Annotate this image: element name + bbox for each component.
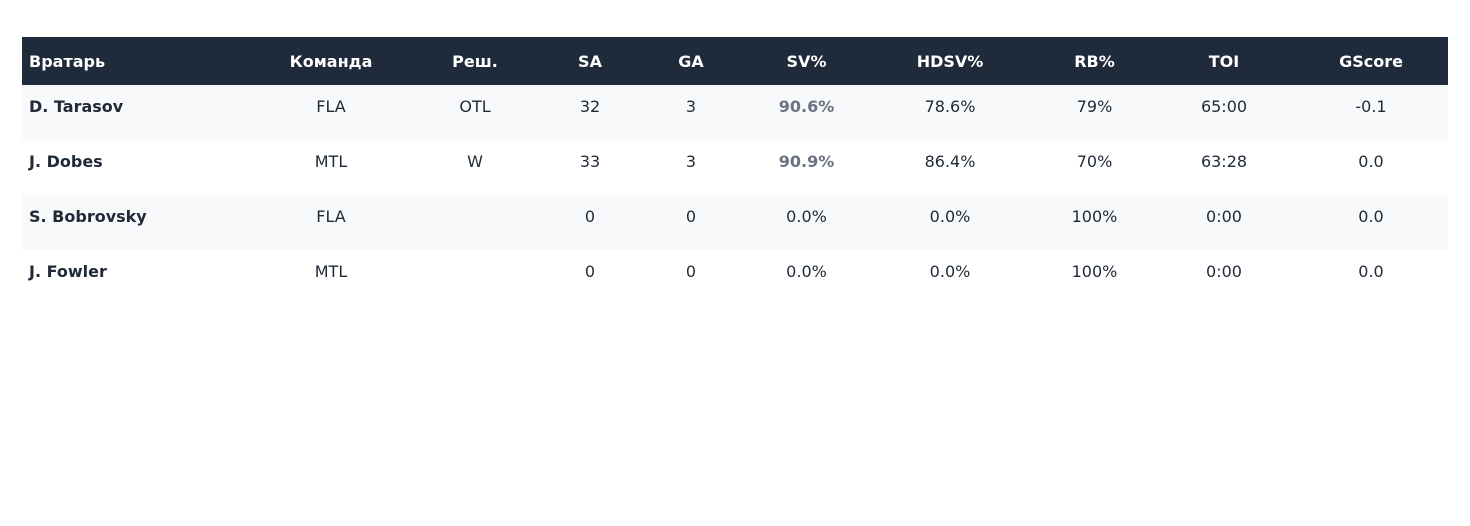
cell-ga: 3 (685, 97, 697, 116)
table-row: J. Fowler MTL 0 0 0.0% 0.0% 100% 0:00 0.… (22, 250, 1448, 305)
cell-gscore: 0.0 (1358, 207, 1384, 226)
cell-decision (404, 195, 546, 250)
cell-ga: 0 (685, 207, 697, 226)
cell-team: MTL (314, 262, 348, 281)
header-ga[interactable]: GA (678, 51, 704, 71)
cell-sv-pct: 90.6% (778, 97, 835, 116)
cell-decision: OTL (459, 97, 491, 116)
cell-goalie: D. Tarasov (29, 97, 124, 116)
header-goalie[interactable]: Вратарь (29, 51, 106, 71)
cell-decision (404, 250, 546, 305)
cell-gscore: 0.0 (1358, 152, 1384, 171)
cell-hdsv-pct: 86.4% (924, 152, 976, 171)
cell-ga: 0 (685, 262, 697, 281)
cell-sv-pct: 0.0% (786, 262, 827, 281)
header-sa[interactable]: SA (578, 51, 602, 71)
header-rb-pct[interactable]: RB% (1074, 51, 1115, 71)
cell-sa: 33 (579, 152, 601, 171)
goalie-stats-table: Вратарь Команда Реш. SA GA SV% HDSV% RB%… (22, 37, 1448, 305)
cell-toi: 63:28 (1200, 152, 1248, 171)
cell-rb-pct: 100% (1071, 262, 1118, 281)
goalie-stats-table-container: Вратарь Команда Реш. SA GA SV% HDSV% RB%… (22, 37, 1448, 305)
cell-goalie: J. Dobes (29, 152, 103, 171)
cell-rb-pct: 100% (1071, 207, 1118, 226)
cell-toi: 65:00 (1200, 97, 1248, 116)
header-team[interactable]: Команда (289, 51, 373, 71)
cell-decision: W (467, 152, 483, 171)
header-gscore[interactable]: GScore (1339, 51, 1403, 71)
cell-toi: 0:00 (1206, 207, 1242, 226)
cell-team: MTL (314, 152, 348, 171)
header-decision[interactable]: Реш. (452, 51, 498, 71)
cell-gscore: -0.1 (1355, 97, 1387, 116)
table-row: S. Bobrovsky FLA 0 0 0.0% 0.0% 100% 0:00… (22, 195, 1448, 250)
table-header-row: Вратарь Команда Реш. SA GA SV% HDSV% RB%… (22, 37, 1448, 85)
cell-team: FLA (316, 207, 346, 226)
cell-rb-pct: 70% (1076, 152, 1113, 171)
cell-sa: 0 (584, 207, 596, 226)
cell-team: FLA (316, 97, 346, 116)
header-hdsv-pct[interactable]: HDSV% (916, 51, 984, 71)
cell-sv-pct: 90.9% (778, 152, 835, 171)
cell-goalie: S. Bobrovsky (29, 207, 147, 226)
cell-rb-pct: 79% (1076, 97, 1113, 116)
header-toi[interactable]: TOI (1208, 51, 1240, 71)
cell-sa: 32 (579, 97, 601, 116)
table-row: D. Tarasov FLA OTL 32 3 90.6% 78.6% 79% … (22, 85, 1448, 140)
cell-sv-pct: 0.0% (786, 207, 827, 226)
cell-gscore: 0.0 (1358, 262, 1384, 281)
cell-toi: 0:00 (1206, 262, 1242, 281)
cell-ga: 3 (685, 152, 697, 171)
cell-hdsv-pct: 0.0% (929, 262, 971, 281)
header-sv-pct[interactable]: SV% (786, 51, 827, 71)
cell-hdsv-pct: 78.6% (924, 97, 976, 116)
table-row: J. Dobes MTL W 33 3 90.9% 86.4% 70% 63:2… (22, 140, 1448, 195)
cell-sa: 0 (584, 262, 596, 281)
cell-hdsv-pct: 0.0% (929, 207, 971, 226)
cell-goalie: J. Fowler (29, 262, 107, 281)
